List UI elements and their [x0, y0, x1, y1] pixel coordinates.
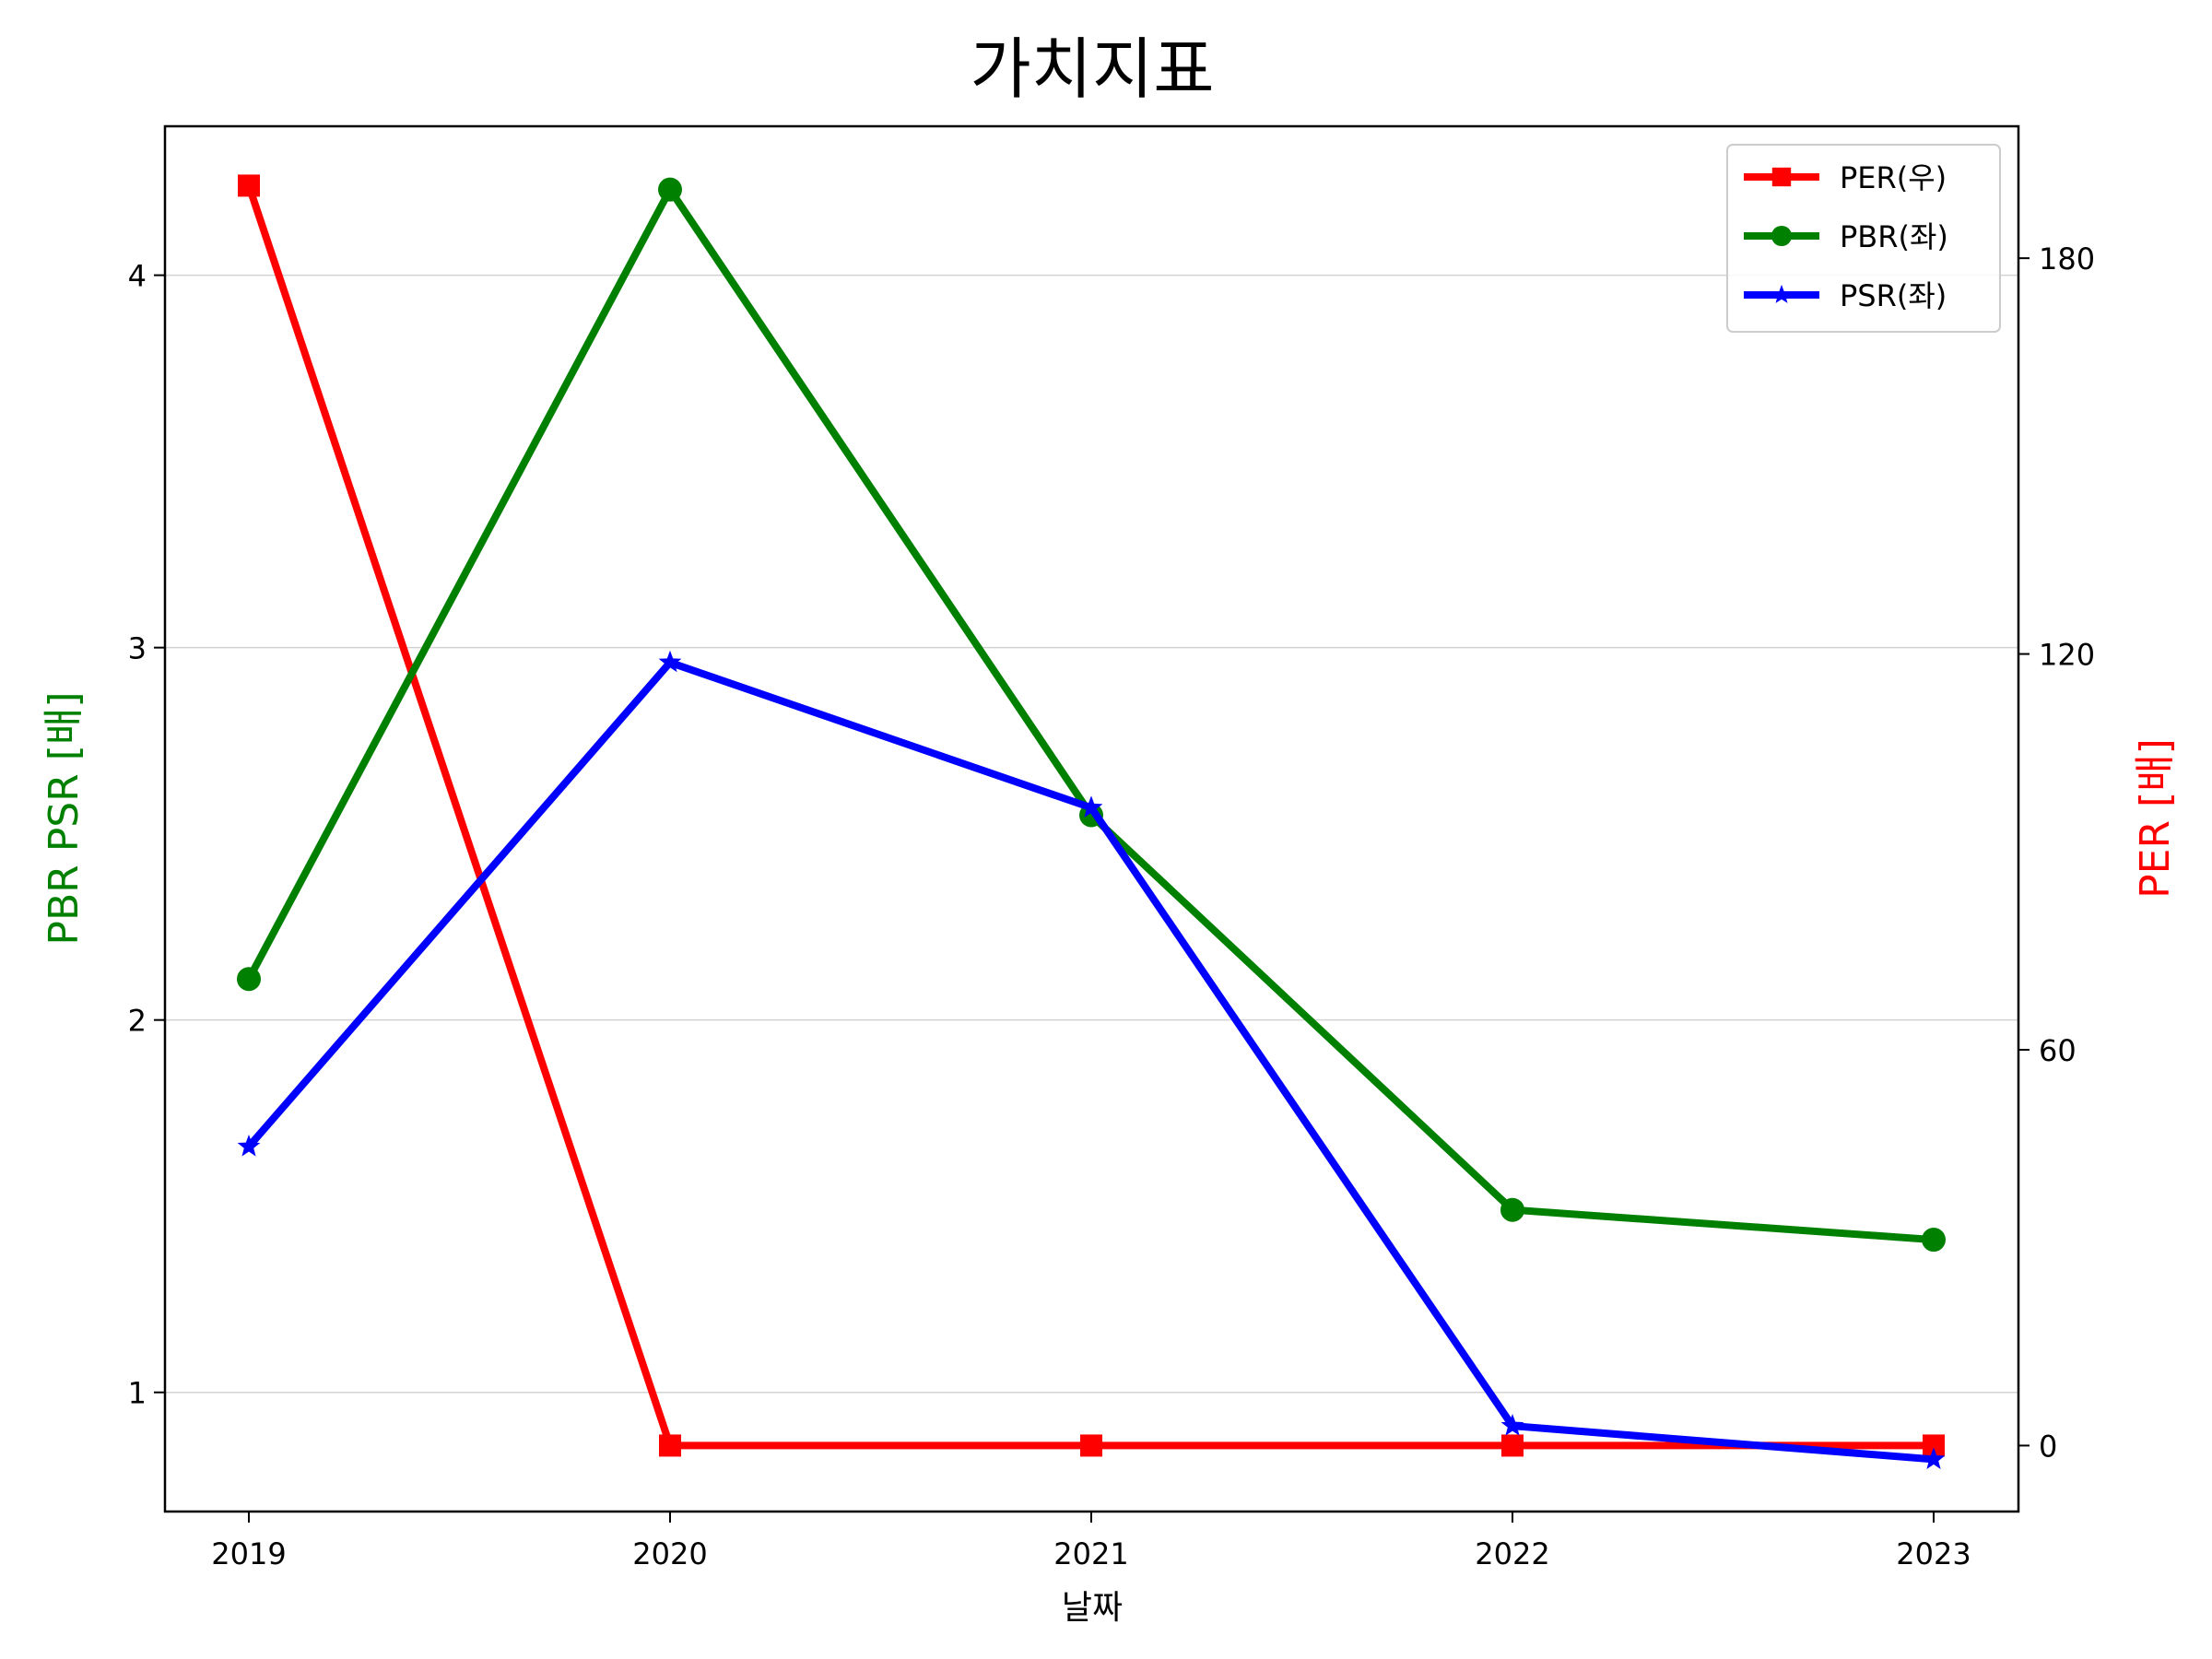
series-layer: [237, 174, 1946, 1469]
legend-label-psr: PSR(좌): [1840, 278, 1947, 313]
x-tick-label: 2019: [211, 1536, 286, 1571]
x-tick-label: 2021: [1053, 1536, 1128, 1571]
data-point-per: [238, 174, 260, 197]
x-tick-label: 2022: [1475, 1536, 1549, 1571]
legend-box: [1726, 144, 2001, 333]
y-axis-label-left: PBR PSR [배]: [41, 691, 88, 945]
legend-label-per: PER(우): [1840, 160, 1947, 195]
data-point-psr: [1079, 795, 1103, 818]
y-tick-label-right: 0: [2039, 1429, 2057, 1464]
data-point-pbr: [237, 967, 261, 992]
series-per: [238, 174, 1945, 1457]
legend-marker-pbr: [1771, 225, 1793, 247]
legend-label-pbr: PBR(좌): [1840, 219, 1948, 254]
data-point-psr: [1500, 1414, 1524, 1436]
data-point-psr: [1922, 1447, 1946, 1469]
axes: 1 2 3 4 0 60 120 180 2019 2020 2021 2022 2023: [128, 241, 2095, 1571]
chart-title: 가치지표: [971, 30, 1215, 108]
y-tick-label-right: 180: [2039, 241, 2095, 276]
data-point-per: [659, 1434, 681, 1457]
data-point-pbr: [1922, 1228, 1946, 1253]
y-tick-label-left: 3: [128, 631, 147, 666]
y-tick-label-left: 1: [128, 1376, 147, 1411]
grid-lines: [165, 274, 2018, 1394]
data-point-psr: [237, 1135, 261, 1157]
x-axis-label: 날짜: [1062, 1589, 1123, 1627]
data-point-psr: [658, 650, 682, 673]
y-tick-label-left: 4: [128, 259, 147, 294]
y-tick-label-left: 2: [128, 1004, 147, 1039]
legend-marker-per: [1771, 167, 1792, 187]
y-tick-label-right: 60: [2039, 1033, 2077, 1068]
data-point-per: [1080, 1434, 1102, 1457]
series-line-pbr: [245, 185, 1935, 1244]
data-point-pbr: [1500, 1197, 1524, 1222]
data-point-per: [1501, 1434, 1524, 1457]
series-pbr: [237, 177, 1946, 1253]
legend-marker-psr: [1771, 284, 1792, 303]
data-point-pbr: [658, 177, 682, 202]
series-line-psr: [245, 658, 1935, 1464]
legend: PER(우) PBR(좌) PSR(좌): [1726, 144, 2001, 333]
series-psr: [237, 650, 1946, 1469]
x-tick-label: 2023: [1896, 1536, 1971, 1571]
x-tick-label: 2020: [632, 1536, 707, 1571]
y-tick-label-right: 120: [2039, 638, 2095, 673]
y-axis-label-right: PER [배]: [2132, 738, 2179, 899]
